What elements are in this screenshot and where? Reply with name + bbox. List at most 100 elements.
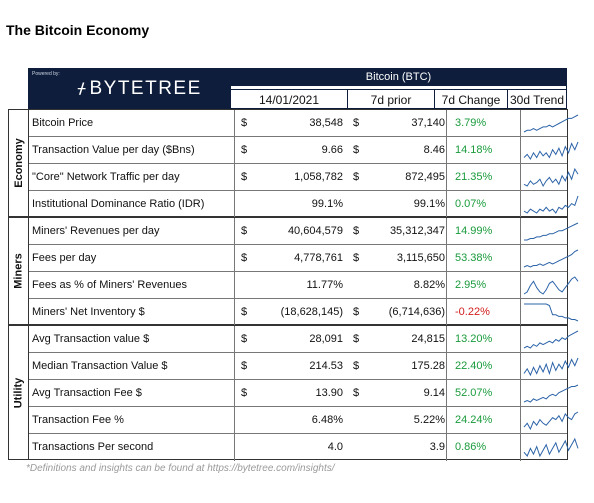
table-row: Miners' Revenues per day $40,604,579 $35,3… xyxy=(29,218,579,245)
group-label-cell: Economy xyxy=(9,110,29,216)
change-value: 3.79% xyxy=(455,117,487,129)
current-value-cell: $13.90 xyxy=(235,380,353,406)
sparkline-path xyxy=(523,141,579,160)
current-value-cell: 4.0 xyxy=(235,434,353,461)
prior-value-cell: 5.22% xyxy=(353,407,447,433)
prior-value-cell: $175.28 xyxy=(353,353,447,379)
trend-cell xyxy=(522,299,579,326)
powered-by-label: Powered by: xyxy=(32,71,60,77)
sparkline-path xyxy=(523,437,579,458)
trend-cell xyxy=(522,218,579,244)
column-divider xyxy=(520,245,521,271)
column-header-prior: 7d prior xyxy=(347,89,434,109)
current-value: (18,628,145) xyxy=(280,306,343,318)
column-divider xyxy=(446,326,447,352)
column-divider xyxy=(234,434,235,461)
prior-value-cell: 99.1% xyxy=(353,191,447,218)
sparkline-path xyxy=(523,114,579,133)
currency-symbol: $ xyxy=(353,360,360,372)
column-divider xyxy=(520,434,521,461)
change-value: 13.20% xyxy=(455,333,493,345)
column-divider xyxy=(520,272,521,298)
metric-name: Miners' Net Inventory $ xyxy=(32,306,145,318)
column-divider xyxy=(446,245,447,271)
column-divider xyxy=(234,137,235,163)
metric-name: "Core" Network Traffic per day xyxy=(32,171,180,183)
currency-symbol: $ xyxy=(353,306,360,318)
table-row: Transactions Per second 4.0 3.9 0.86% xyxy=(29,434,579,461)
prior-value-cell: $35,312,347 xyxy=(353,218,447,244)
column-divider xyxy=(234,110,235,136)
trend-cell xyxy=(522,380,579,406)
column-divider xyxy=(520,164,521,190)
current-value: 9.66 xyxy=(321,144,343,156)
asset-header: Bitcoin (BTC) xyxy=(230,68,567,86)
prior-value: (6,714,636) xyxy=(388,306,445,318)
table-row: Median Transaction Value $ $214.53 $175.28… xyxy=(29,353,579,380)
current-value-cell: 11.77% xyxy=(235,272,353,298)
current-value-cell: $214.53 xyxy=(235,353,353,379)
currency-symbol: $ xyxy=(241,333,248,345)
current-value-cell: 99.1% xyxy=(235,191,353,218)
sparkline-path xyxy=(523,330,579,349)
column-divider xyxy=(446,407,447,433)
prior-value: 3.9 xyxy=(429,441,445,453)
trend-cell xyxy=(522,164,579,190)
trend-cell xyxy=(522,272,579,298)
change-value: 0.07% xyxy=(455,198,487,210)
sparkline-path xyxy=(524,222,579,241)
brand-logo: ᚋ BYTETREE xyxy=(78,79,202,98)
metric-name: Miners' Revenues per day xyxy=(32,225,160,237)
column-divider xyxy=(234,353,235,379)
change-value: -0.22% xyxy=(455,306,490,318)
sparkline-30d xyxy=(523,384,579,403)
currency-symbol: $ xyxy=(241,171,248,183)
current-value-cell: $38,548 xyxy=(235,110,353,136)
change-value: 53.38% xyxy=(455,252,493,264)
column-divider xyxy=(520,380,521,406)
sparkline-30d xyxy=(523,167,579,188)
column-header-change: 7d Change xyxy=(434,89,507,109)
change-value: 0.86% xyxy=(455,441,487,453)
sparkline-path xyxy=(523,195,579,214)
change-value: 14.18% xyxy=(455,144,493,156)
currency-symbol: $ xyxy=(353,333,360,345)
trend-cell xyxy=(522,191,579,218)
column-divider xyxy=(446,434,447,461)
column-divider xyxy=(234,245,235,271)
prior-value: 37,140 xyxy=(411,117,445,129)
prior-value: 3,115,650 xyxy=(396,252,445,264)
column-divider xyxy=(520,191,521,218)
sparkline-30d xyxy=(524,222,579,241)
column-divider xyxy=(446,272,447,298)
current-value-cell: $9.66 xyxy=(235,137,353,163)
column-divider xyxy=(446,137,447,163)
current-value: 38,548 xyxy=(309,117,343,129)
table-row: Fees per day $4,778,761 $3,115,650 53.38% xyxy=(29,245,579,272)
currency-symbol: $ xyxy=(353,252,360,264)
prior-value: 35,312,347 xyxy=(389,225,445,237)
column-divider xyxy=(234,299,235,326)
currency-symbol: $ xyxy=(241,360,248,372)
metric-name: Fees as % of Miners' Revenues xyxy=(32,279,187,291)
prior-value: 175.28 xyxy=(411,360,445,372)
group-miners: Miners Miners' Revenues per day $40,604,57… xyxy=(8,217,579,326)
page-title: The Bitcoin Economy xyxy=(6,22,150,38)
group-label: Miners xyxy=(12,253,25,289)
sparkline-path xyxy=(523,249,579,268)
sparkline-30d xyxy=(523,141,579,160)
currency-symbol: $ xyxy=(241,117,248,129)
current-value: 1,058,782 xyxy=(294,171,343,183)
tree-logo-icon: ᚋ xyxy=(78,80,86,97)
sparkline-30d xyxy=(523,249,579,268)
prior-value-cell: $3,115,650 xyxy=(353,245,447,271)
current-value: 4,778,761 xyxy=(294,252,343,264)
table-row: Transaction Value per day ($Bns) $9.66 $8.… xyxy=(29,137,579,164)
current-value: 28,091 xyxy=(309,333,343,345)
column-divider xyxy=(446,218,447,244)
current-value: 99.1% xyxy=(311,198,343,210)
column-divider xyxy=(234,191,235,218)
column-header-current-date: 14/01/2021 xyxy=(230,89,347,109)
sparkline-path xyxy=(524,303,579,322)
table-row: Avg Transaction Fee $ $13.90 $9.14 52.07% xyxy=(29,380,579,407)
